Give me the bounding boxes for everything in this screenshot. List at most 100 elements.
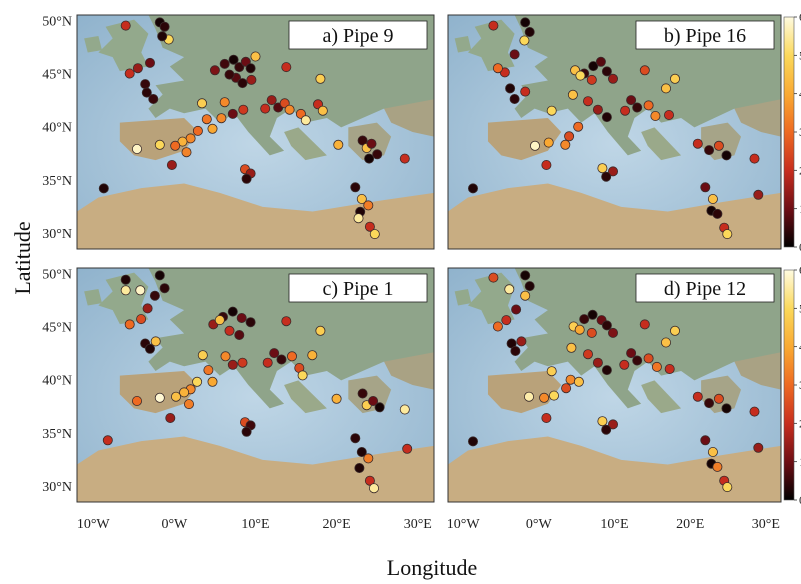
data-point [565,374,576,385]
data-point [608,419,619,430]
colorbar-1: 6 5 4 3 2 1 0 [783,10,801,254]
data-point [520,86,531,97]
data-point [643,100,654,111]
data-point [546,105,557,116]
colorbar-tick-label: 6 [799,263,801,277]
map-panel-1: a) Pipe 9 50°N 45°N 40°N 35°N 30°N [42,14,435,250]
data-point [179,387,190,398]
data-point [234,329,245,340]
data-point [363,453,374,464]
map-panel-3: c) Pipe 1 50°N 45°N 40°N 35°N 30°N 10°W 0°W 10°E… [42,267,435,532]
data-point [364,475,375,486]
data-point [567,89,578,100]
data-point [333,139,344,150]
data-point [749,406,760,417]
panel-frame [76,267,435,503]
data-point [165,412,176,423]
data-point [262,357,273,368]
lat-tick-label: 35°N [42,427,72,442]
data-point [583,96,594,107]
data-point [354,462,365,473]
panel-frame [447,14,782,250]
data-point [601,112,612,123]
colorbar-tick-label: 6 [799,10,801,24]
data-point [135,285,146,296]
panel-title-box [288,20,428,50]
data-point [144,343,155,354]
data-point [601,171,612,182]
data-point [601,66,612,77]
lat-tick-label: 50°N [42,14,72,29]
panel-title: d) Pipe 12 [664,278,746,300]
colorbar-tick-label: 1 [799,455,801,469]
colorbar-tick-label: 2 [799,416,801,430]
colorbar-tick-label: 5 [799,48,801,62]
data-point [566,342,577,353]
data-point [670,73,681,84]
lat-tick-label: 35°N [42,174,72,189]
data-point [98,183,109,194]
colorbar-tick-label: 1 [799,202,801,216]
data-point [207,123,218,134]
data-point [520,17,531,28]
data-point [374,402,385,413]
data-point [501,315,512,326]
data-point [331,393,342,404]
data-point [131,395,142,406]
data-point [592,357,603,368]
land-basemap [77,268,434,502]
data-point [511,304,522,315]
map-panel-2: b) Pipe 16 [447,14,782,250]
data-point [586,327,597,338]
data-point [357,135,368,146]
lat-tick-label: 50°N [42,267,72,282]
data-point [363,200,374,211]
panel-title: b) Pipe 16 [664,25,746,47]
data-point [597,163,608,174]
data-point [142,303,153,314]
data-point [601,424,612,435]
data-point [366,138,377,149]
data-point [131,143,142,154]
data-point [587,309,598,320]
data-point [664,363,675,374]
data-point [281,62,292,73]
data-point [707,446,718,457]
data-point [579,314,590,325]
panel-title: c) Pipe 1 [322,278,393,300]
colorbar-tick-label: 0 [799,240,801,254]
data-point [539,392,550,403]
data-point [368,395,379,406]
data-point [297,370,308,381]
panel-frame [76,14,435,250]
data-point [573,121,584,132]
data-point [266,95,277,106]
data-point [632,355,643,366]
data-point [350,433,361,444]
data-point [402,443,413,454]
data-point [307,350,318,361]
data-point [712,461,723,472]
data-point [704,145,715,156]
panel-frame [447,267,782,503]
data-point [651,361,662,372]
data-point [219,97,230,108]
data-point [608,166,619,177]
data-point [181,147,192,158]
lon-tick-label: 0°W [526,517,553,532]
data-point [543,137,554,148]
data-point [510,345,521,356]
data-point [626,95,637,106]
data-point [369,229,380,240]
panel-title-box [635,273,775,303]
data-point [488,272,499,283]
data-point [520,270,531,281]
data-point [524,26,535,37]
lon-tick-label: 10°E [241,517,269,532]
data-point [586,74,597,85]
data-point [364,221,375,232]
data-point [520,290,531,301]
data-point [227,359,238,370]
data-point [516,336,527,347]
